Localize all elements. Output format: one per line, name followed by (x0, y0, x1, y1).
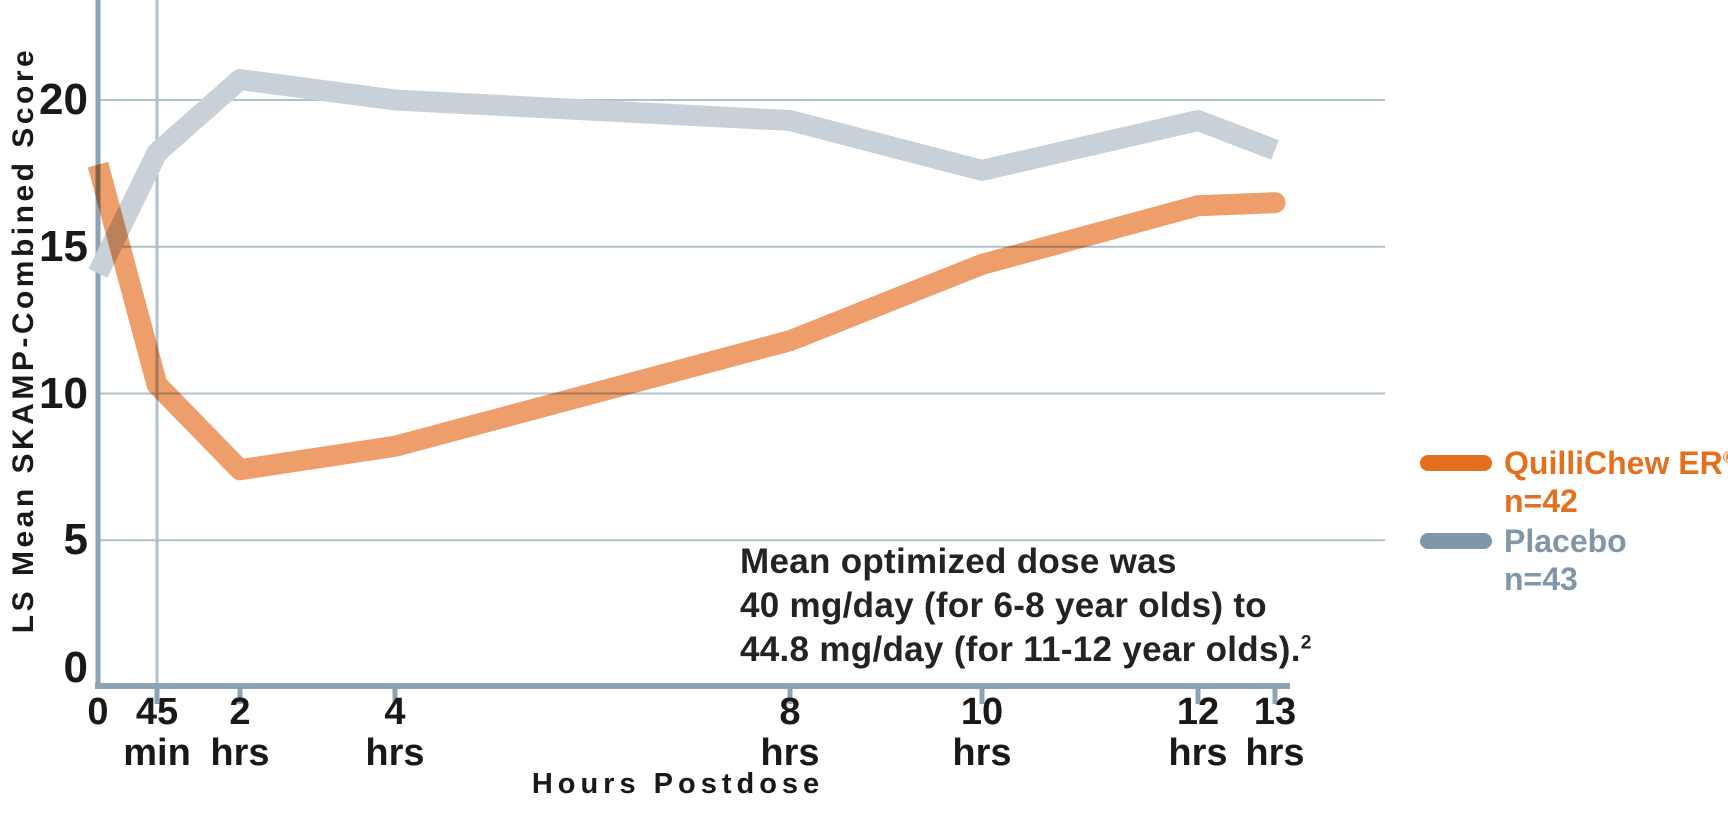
y-tick-label-20: 20 (39, 75, 88, 124)
x-tick-label-13hrs: 13 hrs (1245, 691, 1305, 774)
reference-superscript: 2 (1300, 632, 1312, 654)
placebo-legend-n: n=43 (1504, 561, 1578, 597)
x-axis-ticks (154, 689, 1278, 704)
placebo-legend-label: Placebo (1504, 523, 1627, 559)
quillichew-line-endcap (1264, 192, 1286, 214)
dose-annotation: Mean optimized dose was 40 mg/day (for 6… (740, 540, 1312, 672)
quillichew-legend-label: QuilliChew ER® (1504, 444, 1728, 482)
y-tick-label-0: 0 (63, 643, 88, 692)
x-tick-label-2hrs: 2 hrs (210, 691, 270, 774)
placebo-line (88, 69, 1279, 278)
x-tick-label-45min: 45 min (123, 691, 191, 774)
dose-annotation-line3: 44.8 mg/day (for 11-12 year olds).2 (740, 630, 1312, 669)
x-tick-label-8hrs: 8 hrs (760, 691, 820, 774)
gridlines (98, 99, 1385, 542)
placebo-swatch (1420, 533, 1492, 549)
x-tick-label-4hrs: 4 hrs (365, 691, 425, 774)
quillichew-legend-text: QuilliChew ER® n=42 (1504, 444, 1728, 520)
x-tick-label-0: 0 (87, 691, 109, 733)
quillichew-legend-n: n=42 (1504, 483, 1578, 519)
registered-mark-icon: ® (1723, 449, 1728, 466)
legend-item-quillichew: QuilliChew ER® n=42 (1420, 444, 1728, 520)
x-tick-label-10hrs: 10 hrs (952, 691, 1012, 774)
y-tick-label-5: 5 (63, 515, 88, 565)
x-tick-label-12hrs: 12 hrs (1168, 691, 1228, 774)
legend-item-placebo: Placebo n=43 (1420, 522, 1627, 598)
y-tick-label-10: 10 (39, 368, 88, 418)
placebo-legend-text: Placebo n=43 (1504, 522, 1627, 598)
dose-annotation-line2: 40 mg/day (for 6-8 year olds) to (740, 586, 1267, 625)
data-series (87, 69, 1286, 481)
quillichew-swatch (1420, 455, 1492, 471)
y-tick-label-15: 15 (39, 221, 88, 271)
x-axis-title: Hours Postdose (531, 768, 825, 800)
quillichew-line (87, 161, 1276, 481)
dose-annotation-line1: Mean optimized dose was (740, 542, 1177, 581)
